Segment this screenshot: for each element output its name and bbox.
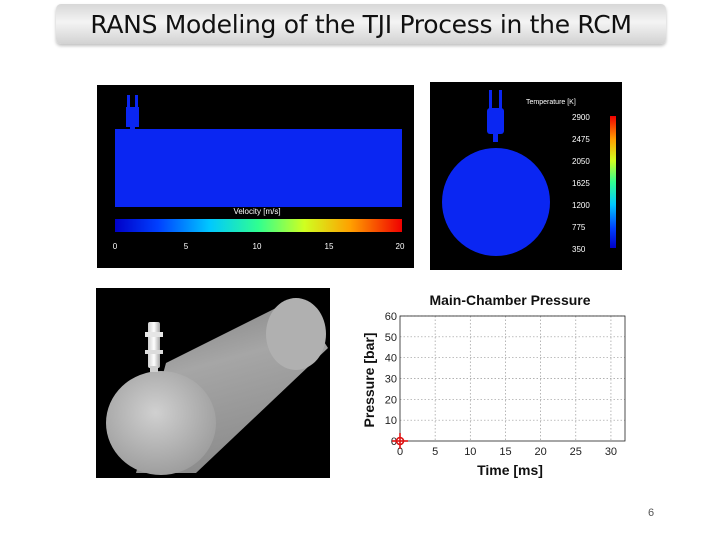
- main-chamber-velocity: [115, 129, 402, 207]
- main-chamber-temperature: [442, 148, 550, 256]
- velocity-field-panel: Velocity [m/s] 0 5 10 15 20: [97, 85, 414, 268]
- slide-title: RANS Modeling of the TJI Process in the …: [90, 9, 632, 39]
- nozzle: [493, 132, 498, 142]
- temperature-field-panel: Temperature [K] 2900 2475 2050 1625 1200…: [430, 82, 622, 270]
- temperature-tick: 775: [572, 223, 586, 232]
- chart-axes: [399, 315, 626, 442]
- x-tick-label: 25: [570, 446, 582, 458]
- temperature-tick: 1625: [572, 179, 590, 188]
- nozzle: [150, 366, 158, 372]
- prechamber-right-wall: [135, 95, 138, 113]
- rcm-geometry-image: [106, 298, 328, 475]
- chart-xlabel: Time [ms]: [477, 462, 543, 478]
- prechamber-left-wall: [489, 90, 492, 112]
- x-tick-label: 30: [605, 446, 617, 458]
- y-tick-label: 50: [385, 332, 397, 344]
- temperature-tick: 2050: [572, 157, 590, 166]
- x-tick-label: 5: [432, 446, 438, 458]
- temperature-tick: 2475: [572, 135, 590, 144]
- velocity-colorbar: [115, 219, 402, 232]
- title-bar: RANS Modeling of the TJI Process in the …: [56, 4, 666, 44]
- y-tick-label: 0: [391, 436, 397, 448]
- velocity-field-image: Velocity [m/s] 0 5 10 15 20: [113, 95, 405, 251]
- velocity-tick: 10: [253, 242, 262, 251]
- rcm-geometry-panel: [96, 288, 330, 478]
- velocity-tick: 20: [396, 242, 405, 251]
- prechamber-body: [148, 322, 160, 368]
- velocity-tick: 15: [325, 242, 334, 251]
- page-number: 6: [648, 507, 655, 519]
- y-tick-label: 40: [385, 353, 397, 365]
- plot-area-frame: [399, 315, 626, 442]
- cylinder-far-cap: [266, 298, 326, 370]
- prechamber-body: [126, 107, 139, 127]
- chart-title: Main-Chamber Pressure: [429, 292, 590, 308]
- temperature-tick: 350: [572, 245, 586, 254]
- x-tick-label: 10: [464, 446, 476, 458]
- cylinder-near-cap: [106, 371, 216, 475]
- temperature-colorbar-ticks: 2900 2475 2050 1625 1200 775 350: [572, 113, 590, 254]
- y-tick-label: 20: [385, 394, 397, 406]
- velocity-tick: 5: [184, 242, 189, 251]
- chart-ticks: 0 5 10 15 20 25 30 0 10 20 30 40 50 60: [385, 311, 617, 458]
- y-tick-label: 10: [385, 415, 397, 427]
- velocity-tick: 0: [113, 242, 118, 251]
- temperature-field-image: Temperature [K] 2900 2475 2050 1625 1200…: [442, 90, 616, 256]
- chart-marks: [392, 433, 408, 449]
- prechamber-body: [487, 108, 504, 134]
- temperature-colorbar: [610, 116, 616, 248]
- prechamber-ring: [145, 350, 163, 354]
- pressure-chart: Main-Chamber Pressure Time [ms] Pressure…: [361, 292, 626, 478]
- pressure-chart-panel: Main-Chamber Pressure Time [ms] Pressure…: [355, 288, 630, 483]
- prechamber-left-wall: [127, 95, 130, 113]
- temperature-tick: 1200: [572, 201, 590, 210]
- velocity-colorbar-label: Velocity [m/s]: [233, 207, 280, 216]
- nozzle: [130, 125, 135, 130]
- y-tick-label: 30: [385, 374, 397, 386]
- prechamber-flange: [145, 332, 163, 337]
- x-tick-label: 20: [535, 446, 547, 458]
- y-tick-label: 60: [385, 311, 397, 323]
- temperature-colorbar-label: Temperature [K]: [526, 99, 576, 106]
- chart-grid: [400, 315, 625, 441]
- x-tick-label: 15: [499, 446, 511, 458]
- temperature-tick: 2900: [572, 113, 590, 122]
- velocity-colorbar-ticks: 0 5 10 15 20: [113, 242, 405, 251]
- x-tick-label: 0: [397, 446, 403, 458]
- prechamber-right-wall: [499, 90, 502, 112]
- chart-ylabel: Pressure [bar]: [361, 333, 377, 428]
- data-point: [392, 433, 408, 449]
